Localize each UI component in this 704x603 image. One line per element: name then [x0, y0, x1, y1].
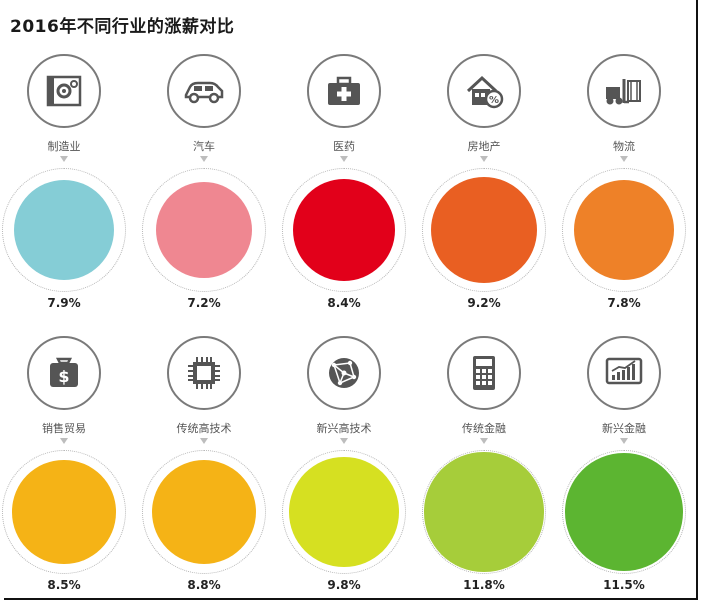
value-label: 9.8%	[327, 578, 361, 592]
money-bag-icon: $	[27, 336, 101, 410]
down-arrow-icon	[480, 438, 488, 444]
chip-icon	[167, 336, 241, 410]
value-bubble	[13, 179, 115, 281]
bubble-outline	[142, 450, 266, 574]
value-label: 9.2%	[467, 296, 501, 310]
chart-title: 2016年不同行业的涨薪对比	[10, 17, 235, 37]
bubble-outline	[422, 450, 546, 574]
value-label: 11.5%	[603, 578, 645, 592]
value-bubble	[12, 460, 116, 564]
value-label: 11.8%	[463, 578, 505, 592]
value-label: 7.9%	[47, 296, 81, 310]
value-label: 8.5%	[47, 578, 81, 592]
industry-cell: 制造业 7.9%	[0, 48, 129, 310]
value-label: 8.8%	[187, 578, 221, 592]
down-arrow-icon	[620, 438, 628, 444]
industry-cell: 新兴金融 11.5%	[559, 330, 689, 592]
globe-network-icon	[307, 336, 381, 410]
bubble-outline	[2, 168, 126, 292]
industry-cell: % 房地产 9.2%	[419, 48, 549, 310]
down-arrow-icon	[620, 156, 628, 162]
value-bubble	[155, 181, 253, 279]
value-bubble	[292, 178, 396, 282]
value-label: 8.4%	[327, 296, 361, 310]
down-arrow-icon	[340, 438, 348, 444]
category-label: 物流	[613, 140, 635, 153]
industry-cell: 传统高技术 8.8%	[139, 330, 269, 592]
industry-cell: $ 销售贸易 8.5%	[0, 330, 129, 592]
down-arrow-icon	[200, 156, 208, 162]
value-label: 7.2%	[187, 296, 221, 310]
down-arrow-icon	[480, 156, 488, 162]
value-bubble	[289, 457, 399, 567]
chart-frame	[4, 0, 698, 600]
category-label: 新兴金融	[602, 422, 646, 435]
down-arrow-icon	[60, 438, 68, 444]
value-bubble	[424, 452, 544, 572]
value-bubble	[565, 453, 683, 571]
bubble-outline	[2, 450, 126, 574]
industry-cell: 汽车 7.2%	[139, 48, 269, 310]
category-label: 医药	[333, 140, 355, 153]
house-percent-icon: %	[447, 54, 521, 128]
svg-text:%: %	[489, 95, 499, 106]
category-label: 销售贸易	[42, 422, 86, 435]
calculator-icon	[447, 336, 521, 410]
chart-monitor-icon	[587, 336, 661, 410]
category-label: 传统高技术	[176, 422, 232, 435]
industry-cell: 传统金融 11.8%	[419, 330, 549, 592]
forklift-icon	[587, 54, 661, 128]
down-arrow-icon	[340, 156, 348, 162]
category-label: 制造业	[47, 140, 81, 153]
bubble-outline	[282, 168, 406, 292]
value-bubble	[151, 459, 257, 565]
car-icon	[167, 54, 241, 128]
down-arrow-icon	[60, 156, 68, 162]
bubble-outline	[562, 168, 686, 292]
bubble-outline	[422, 168, 546, 292]
svg-text:$: $	[58, 367, 69, 386]
industry-cell: 物流 7.8%	[559, 48, 689, 310]
value-bubble	[574, 180, 674, 280]
industry-cell: 新兴高技术 9.8%	[279, 330, 409, 592]
category-label: 新兴高技术	[316, 422, 372, 435]
category-label: 传统金融	[462, 422, 506, 435]
bubble-outline	[142, 168, 266, 292]
down-arrow-icon	[200, 438, 208, 444]
category-label: 房地产	[467, 140, 501, 153]
medical-kit-icon	[307, 54, 381, 128]
bubble-outline	[282, 450, 406, 574]
bubble-outline	[562, 450, 686, 574]
factory-gear-icon	[27, 54, 101, 128]
value-bubble	[430, 176, 538, 284]
value-label: 7.8%	[607, 296, 641, 310]
industry-cell: 医药 8.4%	[279, 48, 409, 310]
category-label: 汽车	[193, 140, 215, 153]
